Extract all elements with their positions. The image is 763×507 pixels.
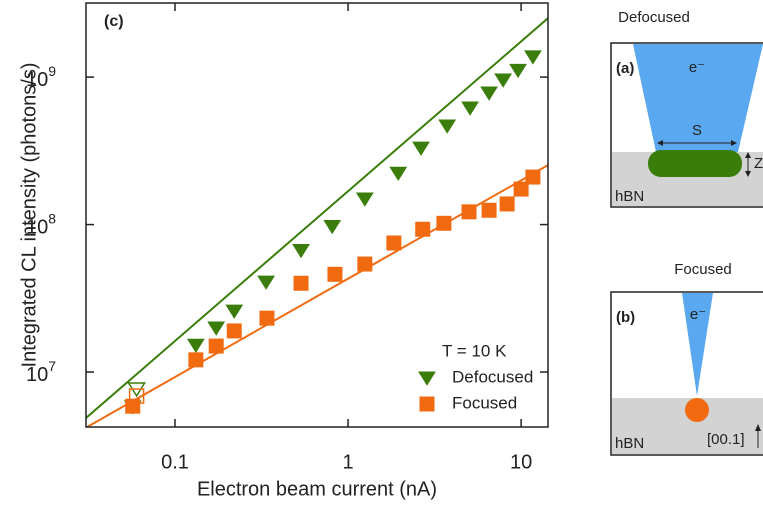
point	[186, 338, 205, 353]
y-tick-label: 108	[26, 210, 56, 239]
point	[412, 141, 430, 156]
diagram-b: Focused (b) e⁻ hBN [00.1]	[610, 261, 763, 456]
point	[207, 321, 226, 336]
panel-label: (c)	[104, 13, 124, 30]
point	[327, 266, 343, 282]
depth-label: Z	[754, 155, 763, 172]
point	[125, 398, 141, 414]
x-axis-label: Electron beam current (nA)	[197, 478, 437, 500]
excitation-volume	[648, 150, 742, 177]
plot-frame	[85, 2, 549, 428]
point	[461, 101, 479, 116]
material-label: hBN	[615, 435, 644, 452]
legend-label: Focused	[452, 393, 517, 412]
point	[257, 275, 275, 290]
fit-line	[86, 164, 548, 427]
fit-line	[86, 17, 548, 419]
point	[259, 310, 275, 326]
y-tick-exponent: 8	[48, 210, 56, 226]
point	[525, 169, 541, 185]
legend-title: T = 10 K	[442, 341, 507, 360]
y-tick-base: 10	[26, 364, 48, 386]
point	[225, 304, 244, 319]
y-tick-label: 109	[26, 63, 56, 92]
point	[389, 166, 408, 181]
point	[415, 221, 431, 237]
point	[438, 119, 457, 134]
y-tick-base: 10	[26, 69, 48, 91]
point	[323, 220, 342, 235]
beam-label: e⁻	[690, 306, 706, 323]
axis-label: [00.1]	[707, 431, 745, 448]
point	[513, 181, 529, 197]
excitation-volume	[685, 398, 709, 422]
diagram-a: Defocused (a) e⁻ S Z hBN	[610, 9, 763, 208]
point	[480, 86, 498, 101]
point	[436, 215, 452, 231]
arrow-head	[745, 152, 751, 158]
panel-label: (b)	[616, 309, 635, 326]
arrow-head	[657, 140, 663, 146]
x-tick-label: 1	[342, 451, 353, 473]
arrow-head	[755, 424, 761, 431]
beam-label: e⁻	[689, 59, 705, 76]
point	[208, 338, 224, 354]
arrow-head	[731, 140, 737, 146]
point	[188, 352, 204, 368]
point	[481, 202, 497, 218]
y-tick-exponent: 7	[48, 358, 56, 374]
x-tick-label: 0.1	[161, 451, 189, 473]
width-label: S	[692, 122, 702, 139]
legend-label: Defocused	[452, 367, 533, 386]
point	[461, 204, 477, 220]
legend-marker	[419, 396, 435, 412]
diagram-title: Defocused	[618, 9, 690, 26]
panel-label: (a)	[616, 60, 634, 77]
point	[499, 196, 515, 212]
point	[494, 73, 513, 88]
point	[292, 244, 310, 259]
point	[355, 192, 374, 207]
beam	[633, 44, 763, 152]
diagram-title: Focused	[674, 261, 732, 278]
beam	[682, 293, 713, 396]
point	[524, 50, 542, 65]
y-tick-base: 10	[26, 217, 48, 239]
y-tick-label: 107	[26, 358, 56, 387]
y-tick-exponent: 9	[48, 63, 56, 79]
x-tick-label: 10	[510, 451, 532, 473]
arrow-head	[745, 171, 751, 177]
y-axis-label: Integrated CL intensity (photons/s)	[18, 63, 40, 368]
point	[293, 275, 309, 291]
point	[357, 256, 373, 272]
point	[226, 323, 242, 339]
legend-marker	[418, 371, 436, 386]
point	[509, 63, 527, 79]
material-label: hBN	[615, 188, 644, 205]
point	[386, 235, 402, 251]
